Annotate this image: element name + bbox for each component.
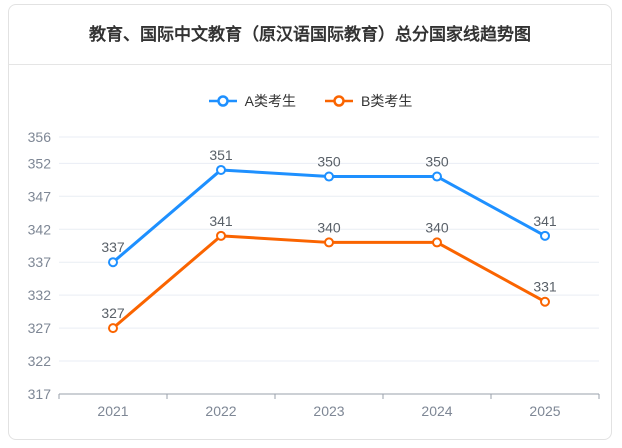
x-axis-label: 2023 xyxy=(313,403,344,419)
data-label: 327 xyxy=(101,305,125,321)
data-label: 350 xyxy=(317,154,341,170)
legend-item-0[interactable]: A类考生 xyxy=(208,91,296,111)
y-axis-label: 322 xyxy=(28,353,52,369)
data-point[interactable] xyxy=(108,257,118,268)
series-line-0 xyxy=(111,168,547,264)
data-point[interactable] xyxy=(540,230,550,241)
x-axis-label: 2024 xyxy=(421,403,452,419)
x-axis-label: 2021 xyxy=(97,403,128,419)
legend: A类考生 B类考生 xyxy=(9,91,611,111)
x-axis-label: 2025 xyxy=(529,403,560,419)
y-axis-label: 342 xyxy=(28,221,52,237)
data-label: 350 xyxy=(425,154,449,170)
data-label: 341 xyxy=(209,213,233,229)
data-label: 341 xyxy=(533,213,557,229)
data-label: 340 xyxy=(317,219,341,235)
y-axis-label: 337 xyxy=(28,254,52,270)
y-axis-label: 317 xyxy=(28,386,52,402)
data-point[interactable] xyxy=(432,171,442,182)
data-point[interactable] xyxy=(324,171,334,182)
chart-title: 教育、国际中文教育（原汉语国际教育）总分国家线趋势图 xyxy=(9,5,611,65)
data-point[interactable] xyxy=(540,296,550,307)
data-label: 337 xyxy=(101,239,125,255)
y-axis-label: 356 xyxy=(28,129,52,145)
y-axis-label: 327 xyxy=(28,320,52,336)
legend-marker-icon xyxy=(325,95,353,107)
legend-label: A类考生 xyxy=(244,93,296,109)
chart-card: 教育、国际中文教育（原汉语国际教育）总分国家线趋势图 A类考生 B类考生 317 3… xyxy=(8,4,612,440)
data-point[interactable] xyxy=(324,237,334,248)
data-point[interactable] xyxy=(108,323,118,334)
data-point[interactable] xyxy=(216,164,226,175)
legend-item-1[interactable]: B类考生 xyxy=(324,91,412,111)
legend-label: B类考生 xyxy=(361,93,413,109)
y-axis-label: 332 xyxy=(28,287,52,303)
data-point[interactable] xyxy=(216,230,226,241)
data-point[interactable] xyxy=(432,237,442,248)
y-axis-label: 352 xyxy=(28,155,52,171)
data-label: 331 xyxy=(533,279,557,295)
data-label: 340 xyxy=(425,219,449,235)
legend-marker-icon xyxy=(208,95,237,107)
series-line-1 xyxy=(111,234,547,330)
line-chart: 317 322 327 332 337 342 347 352 356 2021 2022 2023 2… xyxy=(28,129,600,419)
x-axis-label: 2022 xyxy=(205,403,236,419)
y-axis-label: 347 xyxy=(28,188,52,204)
data-label: 351 xyxy=(209,147,233,163)
